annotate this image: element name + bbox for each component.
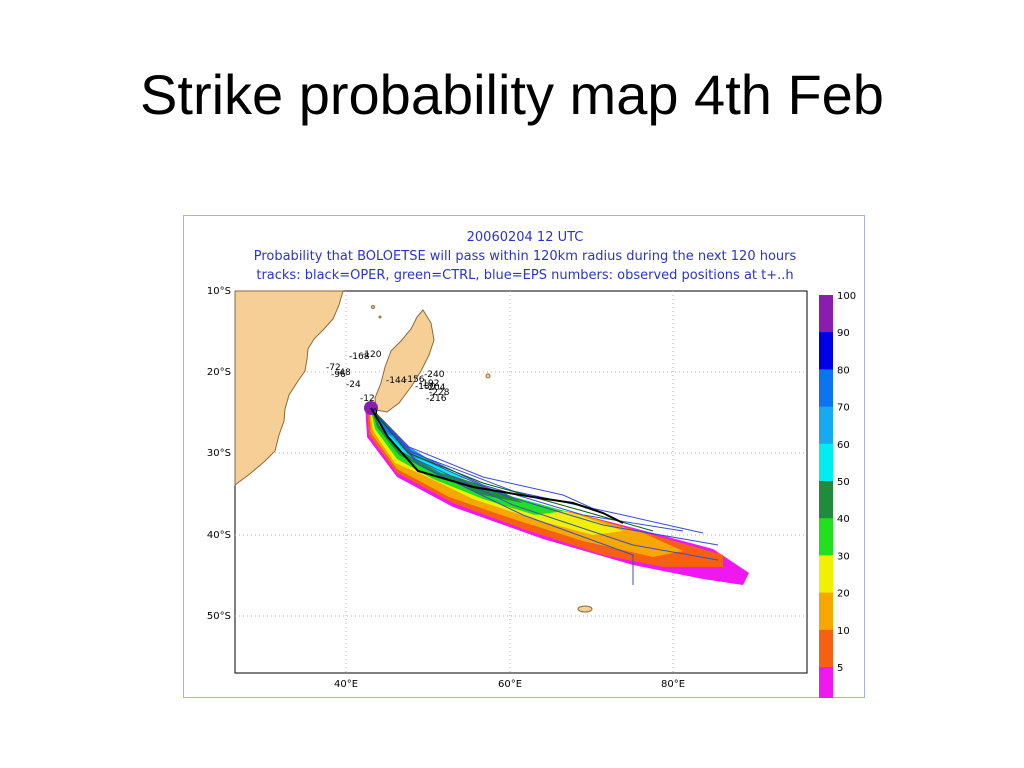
colorbar-segment xyxy=(819,369,833,408)
lon-tick-label: 80°E xyxy=(661,679,685,690)
obs-label: -228 xyxy=(429,388,450,398)
colorbar-level-label: 20 xyxy=(837,589,850,600)
obs-label: -240 xyxy=(424,370,445,380)
obs-label: -48 xyxy=(336,368,351,378)
lat-tick-label: 20°S xyxy=(207,367,231,378)
obs-label: -120 xyxy=(361,350,382,360)
slide-title: Strike probability map 4th Feb xyxy=(140,63,884,126)
map-graphic: -168 -120 -72 -96 -48 -24 -144 -156 -192… xyxy=(207,286,856,698)
figure-legend-note: tracks: black=OPER, green=CTRL, blue=EPS… xyxy=(256,268,794,283)
lon-tick-label: 60°E xyxy=(498,679,522,690)
colorbar-segment xyxy=(819,667,833,698)
lat-tick-label: 40°S xyxy=(207,530,231,541)
colorbar-segment xyxy=(819,518,833,556)
colorbar-level-label: 5 xyxy=(837,663,843,674)
figure-date: 20060204 12 UTC xyxy=(466,230,584,245)
colorbar-level-label: 40 xyxy=(837,514,850,525)
figure-description: Probability that BOLOETSE will pass with… xyxy=(253,249,797,264)
plot-area xyxy=(234,290,808,674)
obs-label: -192 xyxy=(419,379,439,389)
latitude-labels: 10°S 20°S 30°S 40°S 50°S xyxy=(207,286,231,622)
colorbar-level-label: 70 xyxy=(837,403,850,414)
colorbar-segment xyxy=(819,406,833,445)
obs-label: -168 xyxy=(349,352,370,362)
colorbar: 100 90 80 70 60 50 40 30 20 10 5 xyxy=(819,291,856,698)
observed-positions: -168 -120 -72 -96 -48 -24 -144 -156 -192… xyxy=(326,350,450,418)
obs-label: -96 xyxy=(331,370,346,380)
lat-tick-label: 50°S xyxy=(207,611,231,622)
colorbar-level-label: 90 xyxy=(837,328,850,339)
colorbar-segment xyxy=(819,332,833,370)
colorbar-level-label: 10 xyxy=(837,626,850,637)
lon-tick-label: 40°E xyxy=(334,679,358,690)
colorbar-level-label: 60 xyxy=(837,440,850,451)
ctrl-track xyxy=(370,407,654,532)
lat-tick-label: 10°S xyxy=(207,286,231,297)
obs-label: -72 xyxy=(326,363,341,373)
africa-landmass xyxy=(234,290,344,486)
colorbar-level-label: 100 xyxy=(837,291,856,302)
colorbar-segment xyxy=(819,295,833,333)
oper-track xyxy=(370,407,624,524)
colorbar-segment xyxy=(819,555,833,594)
obs-label: -204 xyxy=(425,383,446,393)
colorbar-segment xyxy=(819,592,833,631)
obs-label: -24 xyxy=(346,380,361,390)
longitude-labels: 40°E 60°E 80°E xyxy=(334,679,685,690)
colorbar-segment xyxy=(819,629,833,668)
colorbar-level-label: 30 xyxy=(837,551,850,562)
obs-label: -156 xyxy=(404,375,425,385)
colorbar-segment xyxy=(819,481,833,519)
lat-tick-label: 30°S xyxy=(207,448,231,459)
obs-label: -216 xyxy=(426,394,447,404)
colorbar-level-label: 50 xyxy=(837,477,850,488)
obs-label: 0 xyxy=(372,408,378,418)
colorbar-segment xyxy=(819,443,833,482)
colorbar-level-label: 80 xyxy=(837,365,850,376)
obs-label: -12 xyxy=(360,394,375,404)
grid-lines xyxy=(235,291,807,673)
obs-label: -144 xyxy=(386,376,407,386)
obs-label: -180 xyxy=(415,382,436,392)
small-islands xyxy=(371,305,593,613)
